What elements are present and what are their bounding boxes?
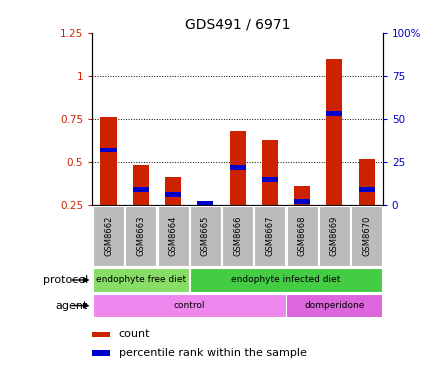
Bar	[326, 111, 342, 116]
Bar	[230, 131, 246, 205]
Text: GSM8664: GSM8664	[169, 216, 178, 256]
Bar	[197, 201, 213, 206]
Bar	[351, 206, 382, 266]
Text: domperidone: domperidone	[304, 301, 365, 310]
Bar	[359, 187, 375, 192]
Bar	[190, 206, 221, 266]
Bar	[93, 294, 286, 317]
Text: percentile rank within the sample: percentile rank within the sample	[118, 348, 306, 358]
Text: endophyte free diet: endophyte free diet	[96, 276, 186, 284]
Text: GSM8670: GSM8670	[362, 216, 371, 256]
Bar	[222, 206, 253, 266]
Bar	[286, 294, 382, 317]
Bar	[100, 117, 117, 205]
Bar	[197, 202, 213, 205]
Bar	[158, 206, 189, 266]
Text: endophyte infected diet: endophyte infected diet	[231, 276, 341, 284]
Bar	[92, 351, 110, 356]
Bar	[319, 206, 350, 266]
Bar	[294, 199, 310, 204]
Title: GDS491 / 6971: GDS491 / 6971	[185, 18, 290, 32]
Bar	[190, 268, 382, 291]
Bar	[92, 332, 110, 337]
Text: protocol: protocol	[43, 275, 88, 285]
Bar	[165, 178, 181, 205]
Text: GSM8666: GSM8666	[233, 216, 242, 256]
Text: control: control	[173, 301, 205, 310]
Bar	[133, 187, 149, 192]
Bar	[125, 206, 156, 266]
Bar	[133, 165, 149, 205]
Text: GSM8668: GSM8668	[297, 216, 307, 256]
Text: GSM8669: GSM8669	[330, 216, 339, 256]
Text: agent: agent	[55, 300, 88, 311]
Bar	[165, 192, 181, 197]
Bar	[93, 268, 189, 291]
Bar	[286, 206, 318, 266]
Bar	[262, 177, 278, 182]
Text: GSM8665: GSM8665	[201, 216, 210, 256]
Bar	[294, 186, 310, 205]
Bar	[93, 206, 124, 266]
Bar	[230, 165, 246, 169]
Bar	[326, 59, 342, 205]
Text: count: count	[118, 329, 150, 339]
Text: GSM8663: GSM8663	[136, 216, 145, 256]
Bar	[100, 147, 117, 152]
Bar	[359, 158, 375, 205]
Bar	[254, 206, 286, 266]
Text: GSM8662: GSM8662	[104, 216, 113, 256]
Bar	[262, 139, 278, 205]
Text: GSM8667: GSM8667	[265, 216, 275, 256]
